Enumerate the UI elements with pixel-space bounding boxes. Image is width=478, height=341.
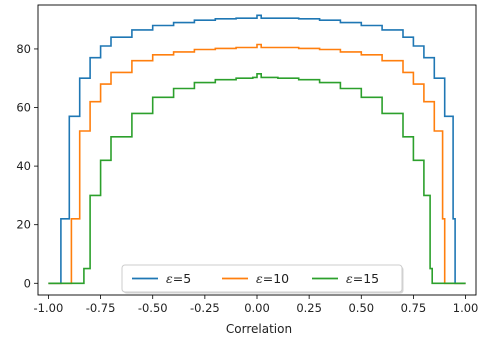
y-tick-label-2: 40 [16, 159, 31, 173]
legend: ε=5 ε=10 ε=15 [121, 264, 404, 294]
x-tick-label-8: 1.00 [453, 301, 478, 315]
x-tick-label-7: 0.75 [401, 301, 427, 315]
series-layer [48, 14, 466, 285]
y-tick-label-0: 0 [24, 276, 31, 290]
x-tick-label-0: -1.00 [34, 301, 64, 315]
axes: -1.00 -0.75 -0.50 -0.25 0.00 0.25 0.50 0.75 1.00… [16, 4, 478, 315]
y-tick-label-3: 60 [16, 101, 31, 115]
x-tick-label-3: -0.25 [190, 301, 220, 315]
legend-label-2: ε=10 [256, 271, 289, 286]
y-tick-label-4: 80 [16, 42, 31, 56]
x-tick-label-6: 0.50 [348, 301, 374, 315]
legend-box [121, 264, 403, 293]
x-axis-label: Correlation [226, 322, 292, 336]
x-tick-label-2: -0.50 [138, 301, 168, 315]
legend-label-1: ε=5 [166, 271, 191, 286]
series-line-1 [48, 14, 466, 285]
y-tick-label-1: 20 [16, 218, 31, 232]
legend-label-3: ε=15 [346, 271, 379, 286]
series-line-2 [48, 43, 466, 285]
x-tick-label-4: 0.00 [244, 301, 270, 315]
x-tick-label-1: -0.75 [86, 301, 116, 315]
series-line-3 [48, 73, 466, 285]
plot-area [38, 5, 476, 295]
x-tick-label-5: 0.25 [296, 301, 322, 315]
